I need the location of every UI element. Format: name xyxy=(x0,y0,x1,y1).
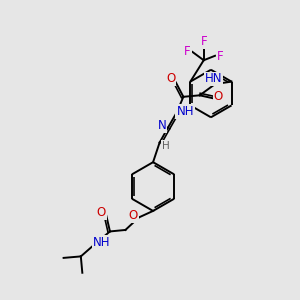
Text: F: F xyxy=(217,50,223,63)
Text: NH: NH xyxy=(176,105,194,118)
Text: H: H xyxy=(162,141,170,151)
Text: O: O xyxy=(96,206,106,219)
Text: F: F xyxy=(201,35,208,48)
Text: F: F xyxy=(184,45,191,58)
Text: O: O xyxy=(214,90,223,103)
Text: HN: HN xyxy=(205,73,222,85)
Text: O: O xyxy=(166,73,175,85)
Text: O: O xyxy=(129,209,138,223)
Text: N: N xyxy=(158,119,166,132)
Text: NH: NH xyxy=(93,236,110,249)
